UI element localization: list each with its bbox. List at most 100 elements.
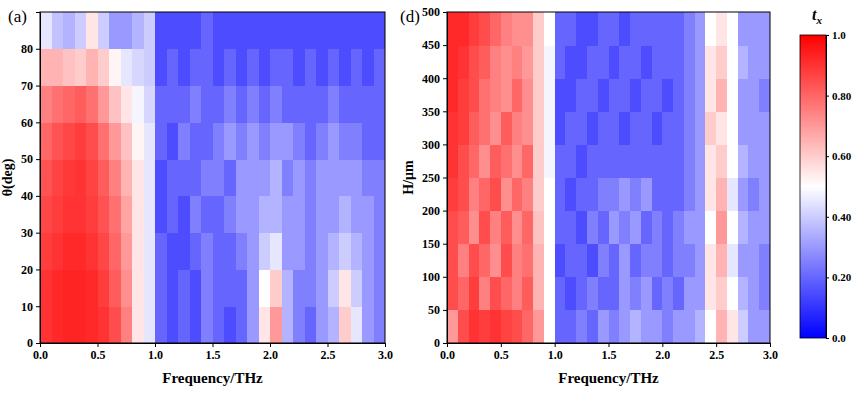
y-tick-mark [36, 159, 40, 160]
x-tick-label: 1.0 [148, 348, 163, 362]
heatmap-cell [738, 178, 749, 212]
heatmap-cell [447, 12, 458, 46]
heatmap-cell [705, 310, 716, 343]
heatmap-cell [282, 49, 294, 86]
heatmap-cell [224, 49, 236, 86]
heatmap-cell [748, 277, 759, 311]
heatmap-cell [662, 144, 673, 178]
x-tick: 1.0 [148, 343, 163, 362]
colorbar-tick-mark [826, 277, 829, 278]
heatmap-cell [759, 12, 770, 46]
heatmap-cell [259, 196, 271, 233]
y-tick: 20 [21, 263, 40, 277]
heatmap-cell [501, 45, 512, 79]
heatmap-cell [716, 310, 727, 343]
heatmap-cell [98, 306, 110, 343]
heatmap-cell [748, 78, 759, 112]
heatmap-cell [305, 159, 317, 196]
heatmap-cell [190, 159, 202, 196]
heatmap-cell [121, 159, 133, 196]
heatmap-cell [52, 12, 64, 49]
heatmap-cell [759, 310, 770, 343]
heatmap-cell [727, 111, 738, 145]
heatmap-cell [555, 78, 566, 112]
heatmap-cell [270, 269, 282, 306]
heatmap-cell [121, 49, 133, 86]
y-tick-label: 250 [422, 171, 440, 185]
x-tick-label: 0.5 [494, 348, 509, 362]
heatmap-cell [247, 86, 259, 123]
colorbar-axis: 0.00.200.400.600.801.0 [826, 29, 852, 344]
plot-frame [447, 12, 770, 343]
heatmap-cell [555, 45, 566, 79]
heatmap-cell [167, 233, 179, 270]
y-tick-mark [36, 122, 40, 123]
heatmap-cell [555, 144, 566, 178]
heatmap-cell [40, 233, 52, 270]
heatmap-cell [522, 78, 533, 112]
colorbar-tick: 0.20 [826, 271, 852, 283]
heatmap-cell [75, 269, 87, 306]
x-tick-label: 3.0 [763, 348, 778, 362]
heatmap-cell [469, 45, 480, 79]
heatmap-cell [374, 306, 386, 343]
heatmap-cell [479, 78, 490, 112]
heatmap-cell [362, 159, 374, 196]
heatmap-cell [609, 277, 620, 311]
heatmap-cell [121, 86, 133, 123]
x-tick: 1.5 [206, 343, 221, 362]
heatmap-cell [727, 310, 738, 343]
y-tick-mark [36, 306, 40, 307]
heatmap-cell [716, 78, 727, 112]
colorbar-title-subscript: x [815, 14, 822, 26]
heatmap-cell [684, 277, 695, 311]
heatmap-cell [587, 211, 598, 245]
heatmap-cell [759, 45, 770, 79]
heatmap-cell [224, 86, 236, 123]
heatmap-cell [362, 86, 374, 123]
heatmap-cell [282, 159, 294, 196]
y-tick: 70 [21, 79, 40, 93]
plot-frame [40, 12, 385, 343]
heatmap-cell [533, 144, 544, 178]
heatmap-cell [587, 144, 598, 178]
y-tick-label: 20 [21, 263, 33, 277]
heatmap-cell [109, 233, 121, 270]
heatmap-cell [339, 86, 351, 123]
heatmap-cell [630, 310, 641, 343]
y-tick: 50 [21, 152, 40, 166]
y-tick-mark [443, 144, 447, 145]
heatmap-cell [447, 78, 458, 112]
heatmap-cell [727, 277, 738, 311]
colorbar-axis-line [827, 36, 830, 339]
x-axis-line [41, 344, 386, 348]
heatmap-cell [673, 211, 684, 245]
heatmap-cell [727, 78, 738, 112]
heatmap-cell [282, 86, 294, 123]
y-tick-label: 80 [21, 42, 33, 56]
y-tick-mark [443, 310, 447, 311]
heatmap-cell [565, 78, 576, 112]
x-tick-label: 0.0 [440, 348, 455, 362]
heatmap-cell [190, 306, 202, 343]
heatmap-cell [201, 12, 213, 49]
heatmap-cell [609, 310, 620, 343]
y-tick-mark [36, 86, 40, 87]
heatmap-cell [662, 45, 673, 79]
heatmap-cell [716, 111, 727, 145]
heatmap-cell [598, 244, 609, 278]
heatmap-cell [533, 111, 544, 145]
heatmap-cell [469, 277, 480, 311]
heatmap-cell [598, 45, 609, 79]
heatmap-cell [144, 12, 156, 49]
heatmap-cell [374, 12, 386, 49]
heatmap-cell [339, 233, 351, 270]
y-tick: 500 [422, 5, 447, 19]
heatmap-cell [727, 244, 738, 278]
heatmap-cell [316, 269, 328, 306]
y-tick: 250 [422, 171, 447, 185]
heatmap-cell [619, 178, 630, 212]
heatmap-cell [121, 233, 133, 270]
heatmap-cell [738, 45, 749, 79]
heatmap-cell [75, 196, 87, 233]
